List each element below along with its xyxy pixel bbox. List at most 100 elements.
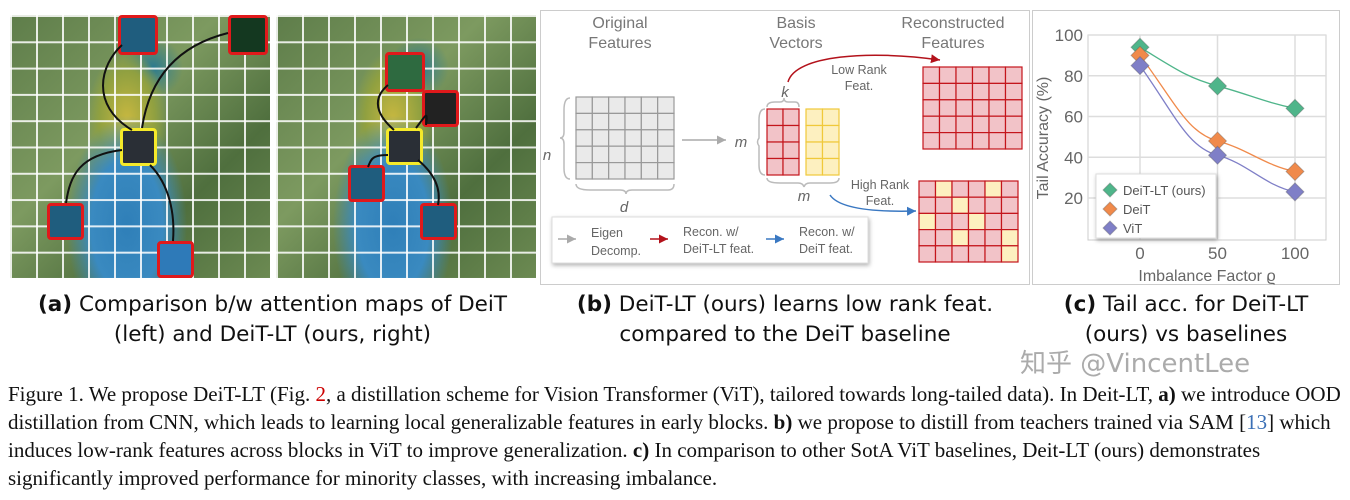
- high-rank-reconstruction: [918, 180, 1019, 263]
- matrix-cell: [971, 82, 990, 101]
- matrix-cell: [805, 141, 824, 160]
- matrix-cell: [591, 112, 610, 131]
- legend-recon-deitlt-line1: Recon. w/: [683, 225, 739, 239]
- matrix-cell: [988, 82, 1007, 101]
- data-point-marker: [1285, 98, 1305, 119]
- matrix-cell: [591, 162, 610, 180]
- matrix-cell: [918, 212, 937, 231]
- data-point-marker: [1285, 161, 1305, 182]
- matrix-cell: [1000, 245, 1019, 263]
- brace-m2: [766, 177, 840, 188]
- matrix-cell: [766, 157, 784, 176]
- legend-box: [551, 216, 869, 264]
- matrix-cell: [918, 229, 937, 247]
- matrix-cell: [922, 82, 941, 101]
- matrix-cell: [657, 129, 675, 147]
- matrix-cell: [951, 196, 970, 214]
- matrix-cell: [624, 96, 642, 114]
- legend-label: DeiT: [1123, 202, 1151, 217]
- panel-a-caption: (a) Comparison b/w attention maps of Dei…: [10, 290, 535, 350]
- matrix-cell: [782, 157, 800, 176]
- matrix-cell: [591, 129, 610, 147]
- matrix-cell: [1004, 115, 1023, 134]
- matrix-cell: [608, 112, 626, 131]
- matrix-cell: [1000, 229, 1019, 247]
- legend-marker: [1102, 220, 1118, 236]
- matrix-cell: [575, 145, 593, 164]
- panel-b-text: DeiT-LT (ours) learns low rank feat. com…: [618, 292, 994, 347]
- matrix-cell: [1004, 99, 1023, 117]
- query-patch: [120, 128, 157, 166]
- matrix-cell: [934, 180, 953, 198]
- y-tick-label: 20: [1064, 189, 1083, 208]
- dim-d-label: d: [620, 199, 629, 216]
- figure-ref-link[interactable]: 2: [315, 382, 326, 406]
- diagram-svg: n d m k m Eigen Decomp. Recon. w/ DeiT-L…: [543, 54, 1023, 264]
- matrix-cell: [967, 245, 986, 263]
- matrix-cell: [575, 96, 593, 114]
- matrix-cell: [782, 124, 800, 143]
- y-tick-label: 80: [1064, 67, 1083, 86]
- y-tick-label: 40: [1064, 148, 1083, 167]
- matrix-cell: [984, 212, 1003, 231]
- matrix-cell: [608, 96, 626, 114]
- matrix-cell: [938, 82, 957, 101]
- matrix-cell: [938, 131, 957, 150]
- low-rank-diagram: n d m k m Eigen Decomp. Recon. w/ DeiT-L…: [540, 10, 1030, 285]
- attention-arrows: [65, 32, 229, 242]
- matrix-cell: [984, 180, 1003, 198]
- tail-accuracy-chart-panel: 20 40 60 80 100 0 50 100 Imbalance Factor ϱ Tail …: [1032, 10, 1340, 285]
- watermark: 知乎 @VincentLee: [1020, 349, 1251, 379]
- matrix-cell: [624, 162, 642, 180]
- caption-text: In comparison to other SotA ViT baseline…: [8, 438, 1261, 490]
- low-rank-label: Low Rank Feat.: [831, 63, 887, 93]
- matrix-cell: [657, 96, 675, 114]
- matrix-cell: [591, 96, 610, 114]
- attended-patch: [422, 90, 459, 127]
- basis-k-matrix: [766, 108, 800, 176]
- x-tick-label: 100: [1281, 244, 1309, 263]
- matrix-cell: [608, 145, 626, 164]
- matrix-cell: [951, 245, 970, 263]
- matrix-cell: [782, 141, 800, 160]
- matrix-cell: [967, 229, 986, 247]
- matrix-cell: [922, 99, 941, 117]
- matrix-cell: [1000, 212, 1019, 231]
- diagram-legend: Eigen Decomp. Recon. w/ DeiT-LT feat. Re…: [558, 225, 855, 258]
- legend-recon-deit-line1: Recon. w/: [799, 225, 855, 239]
- matrix-cell: [922, 131, 941, 150]
- matrix-cell: [971, 66, 990, 84]
- brace-n: [559, 97, 571, 180]
- matrix-cell: [766, 141, 784, 160]
- brace-d: [575, 183, 675, 195]
- matrix-cell: [821, 141, 840, 160]
- matrix-cell: [951, 212, 970, 231]
- dim-m2-label: m: [798, 188, 811, 205]
- caption-c: c): [632, 438, 650, 462]
- matrix-cell: [984, 229, 1003, 247]
- legend-recon-deit-line2: DeiT feat.: [799, 242, 853, 256]
- matrix-cell: [967, 180, 986, 198]
- matrix-cell: [918, 180, 937, 198]
- original-features-matrix: [575, 96, 675, 180]
- dim-k-label: k: [781, 84, 790, 101]
- matrix-cell: [624, 112, 642, 131]
- matrix-cell: [984, 245, 1003, 263]
- citation-link[interactable]: 13: [1246, 410, 1268, 434]
- caption-b: b): [773, 410, 793, 434]
- legend-label: DeiT-LT (ours): [1123, 183, 1206, 198]
- y-tick-label: 60: [1064, 108, 1083, 127]
- matrix-cell: [805, 157, 824, 176]
- matrix-cell: [918, 196, 937, 214]
- dim-m-label: m: [735, 134, 748, 151]
- matrix-cell: [1004, 82, 1023, 101]
- matrix-cell: [657, 145, 675, 164]
- attended-patch: [228, 15, 268, 55]
- data-point-marker: [1207, 145, 1228, 165]
- tail-accuracy-chart: 20 40 60 80 100 0 50 100 Imbalance Factor ϱ Tail …: [1035, 26, 1327, 285]
- figure-caption: Figure 1. We propose DeiT-LT (Fig. 2, a …: [8, 380, 1348, 492]
- legend-eigen-line2: Decomp.: [591, 244, 641, 258]
- matrix-cell: [624, 129, 642, 147]
- matrix-cell: [918, 245, 937, 263]
- matrix-cell: [657, 112, 675, 131]
